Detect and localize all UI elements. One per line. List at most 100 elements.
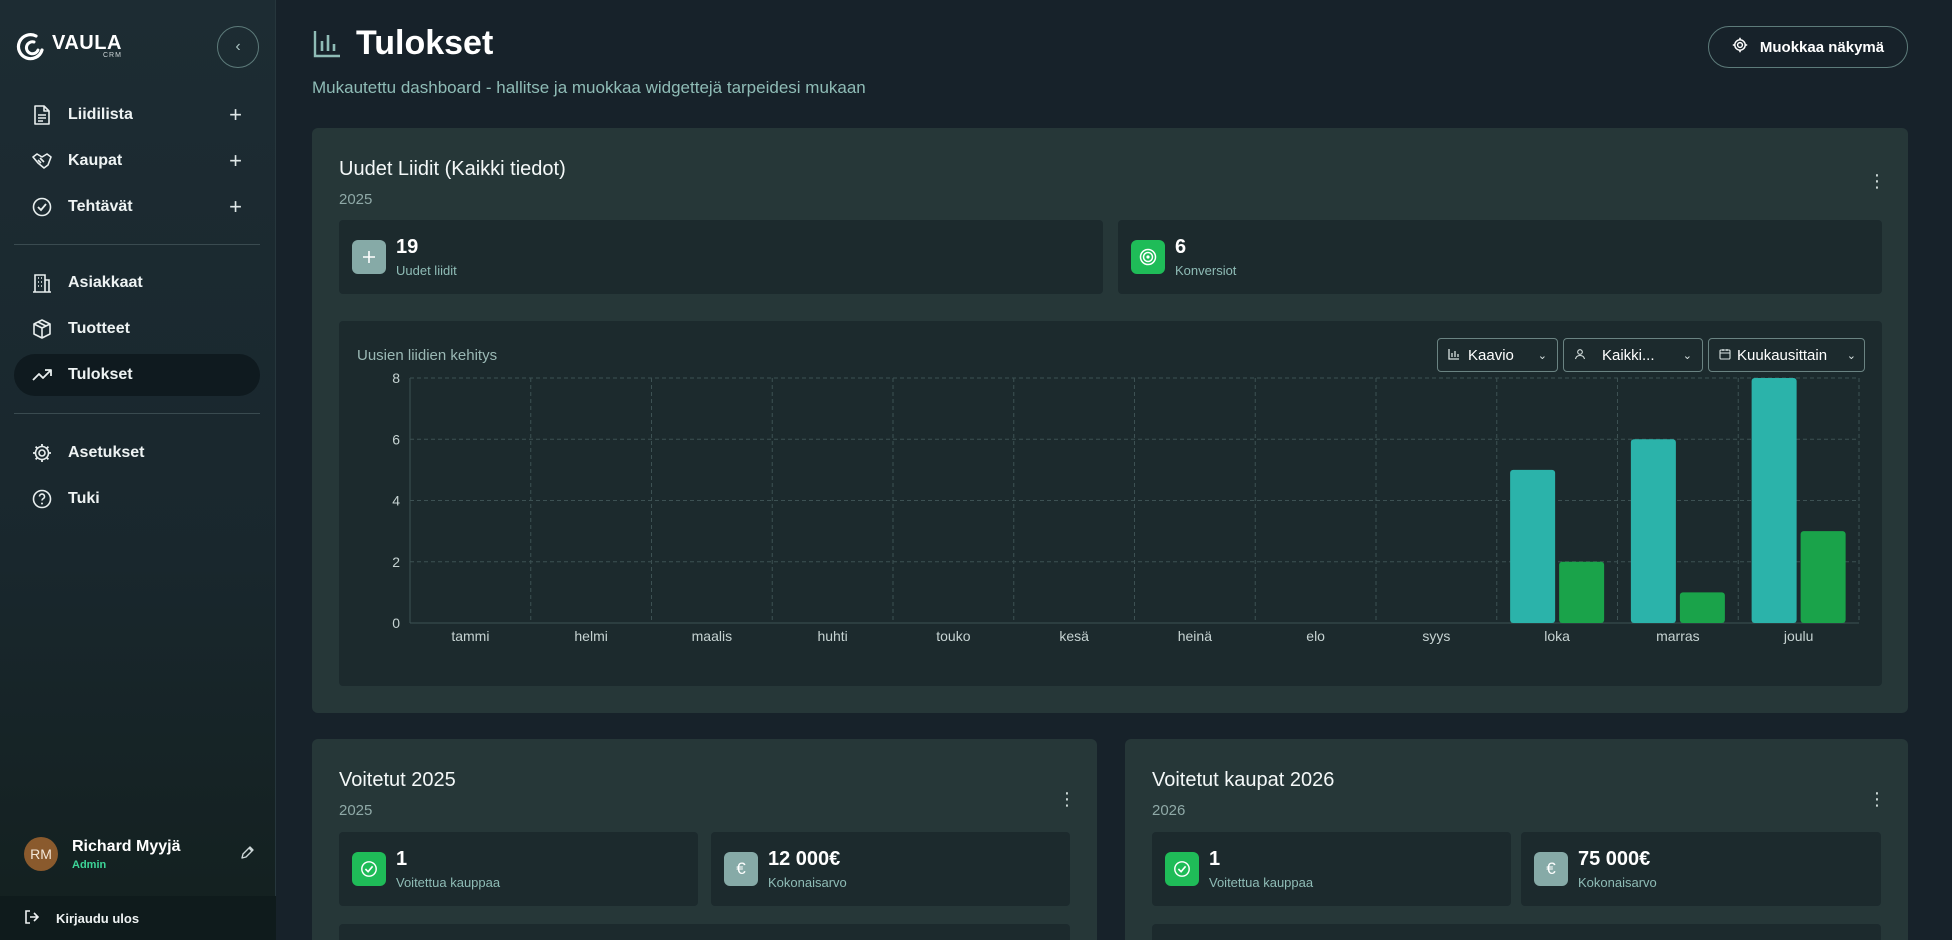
- avatar[interactable]: RM: [24, 837, 58, 871]
- bar-chart-icon: [1448, 348, 1460, 363]
- page-subtitle: Mukautettu dashboard - hallitse ja muokk…: [312, 78, 866, 97]
- add-kauppa-button[interactable]: +: [229, 148, 242, 173]
- add-tehtava-button[interactable]: +: [229, 194, 242, 219]
- euro-icon: €: [724, 852, 758, 886]
- widget-title: Voitetut kaupat 2026: [1152, 769, 1335, 791]
- target-icon: [1131, 240, 1165, 274]
- add-liidi-button[interactable]: +: [229, 102, 242, 127]
- logo-sub: CRM: [102, 51, 122, 59]
- stat-value: 6: [1175, 236, 1187, 258]
- x-tick-label: elo: [1306, 628, 1325, 644]
- plus-icon: [352, 240, 386, 274]
- x-tick-label: kesä: [1059, 628, 1089, 644]
- x-tick-label: huhti: [817, 628, 847, 644]
- sidebar-item-label: Tulokset: [68, 366, 133, 383]
- chevron-left-icon: ‹: [235, 38, 241, 55]
- sidebar-item-asetukset[interactable]: Asetukset: [14, 432, 260, 474]
- logo-icon: [16, 33, 44, 61]
- sidebar-item-label: Tehtävät: [68, 198, 133, 215]
- stat-conversions: 6 Konversiot: [1118, 220, 1882, 294]
- sidebar-item-tuki[interactable]: Tuki: [14, 478, 260, 520]
- check-circle-icon: [352, 852, 386, 886]
- collapse-sidebar-button[interactable]: ‹: [217, 26, 259, 68]
- logout-button[interactable]: Kirjaudu ulos: [0, 896, 276, 940]
- stat-label: Konversiot: [1175, 263, 1237, 278]
- sidebar-item-liidilista[interactable]: Liidilista +: [14, 94, 260, 136]
- stat-won-deals: 1 Voitettua kauppaa: [339, 832, 698, 906]
- widget-menu-button[interactable]: ⋮: [1057, 789, 1077, 809]
- leads-chart-panel: Uusien liidien kehitys Kaavio ⌄ Kaikki..…: [339, 321, 1882, 686]
- gear-icon: [1732, 37, 1748, 57]
- x-tick-label: loka: [1544, 628, 1570, 644]
- sidebar-item-asiakkaat[interactable]: Asiakkaat: [14, 262, 260, 304]
- logo[interactable]: VAULA CRM: [14, 30, 122, 62]
- stat-value: 1: [396, 848, 408, 870]
- user-profile: RM Richard Myyjä Admin: [24, 837, 254, 871]
- customize-view-button[interactable]: Muokkaa näkymä: [1708, 26, 1908, 68]
- sidebar-item-tuotteet[interactable]: Tuotteet: [14, 308, 260, 350]
- stat-won-deals: 1 Voitettua kauppaa: [1152, 832, 1511, 906]
- widget-year: 2025: [339, 802, 373, 819]
- widget-title: Uudet Liidit (Kaikki tiedot): [339, 158, 566, 180]
- chart-title: Uusien liidien kehitys: [357, 347, 498, 364]
- x-tick-label: joulu: [1783, 628, 1814, 644]
- document-icon: [32, 105, 52, 125]
- y-tick-label: 4: [392, 493, 400, 509]
- user-icon: [1574, 348, 1586, 363]
- stat-label: Voitettua kauppaa: [396, 875, 501, 890]
- stat-new-leads: 19 Uudet liidit: [339, 220, 1103, 294]
- stat-label: Uudet liidit: [396, 263, 457, 278]
- x-tick-label: tammi: [451, 628, 489, 644]
- x-tick-label: maalis: [692, 628, 732, 644]
- chevron-down-icon: ⌄: [1682, 349, 1692, 362]
- sidebar: VAULA CRM ‹ Liidilista + Kaupat + Tehtäv…: [0, 0, 276, 940]
- calendar-icon: [1719, 348, 1731, 363]
- gear-icon: [32, 443, 52, 463]
- chart-type-select[interactable]: Kaavio ⌄: [1437, 338, 1558, 372]
- y-tick-label: 6: [392, 431, 400, 447]
- widget-menu-button[interactable]: ⋮: [1867, 789, 1887, 809]
- trending-up-icon: [32, 365, 52, 385]
- pencil-icon[interactable]: [240, 845, 254, 863]
- sidebar-item-kaupat[interactable]: Kaupat +: [14, 140, 260, 182]
- user-role: Admin: [72, 858, 107, 871]
- page-title: Tulokset: [312, 24, 493, 63]
- user-name: Richard Myyjä: [72, 837, 181, 855]
- widget-year: 2025: [339, 191, 373, 208]
- widget-menu-button[interactable]: ⋮: [1867, 171, 1887, 191]
- chevron-down-icon: ⌄: [1846, 349, 1856, 362]
- stat-value: 1: [1209, 848, 1221, 870]
- sidebar-item-tulokset[interactable]: Tulokset: [14, 354, 260, 396]
- won-2026-widget: Voitetut kaupat 2026 2026 ⋮ 1 Voitettua …: [1125, 739, 1908, 940]
- divider: [14, 244, 260, 245]
- bar-series-1: [1630, 439, 1676, 623]
- box-icon: [32, 319, 52, 339]
- sidebar-item-label: Kaupat: [68, 152, 123, 169]
- sidebar-item-tehtavat[interactable]: Tehtävät +: [14, 186, 260, 228]
- handshake-icon: [32, 151, 52, 171]
- period-select[interactable]: Kuukausittain ⌄: [1708, 338, 1865, 372]
- stat-label: Voitettua kauppaa: [1209, 875, 1314, 890]
- building-icon: [32, 273, 52, 293]
- more-vertical-icon: ⋮: [1868, 171, 1886, 191]
- leads-bar-chart: 0 2 4 6 8 tammi helmi maalis huhti touko kesä heinä…: [392, 370, 1860, 644]
- page-title-text: Tulokset: [356, 24, 494, 62]
- primary-nav: Liidilista + Kaupat + Tehtävät +: [14, 94, 260, 232]
- bar-series-1: [1510, 469, 1556, 623]
- stat-label: Kokonaisarvo: [1578, 875, 1657, 890]
- check-circle-icon: [1165, 852, 1199, 886]
- check-circle-icon: [32, 197, 52, 217]
- secondary-nav: Asiakkaat Tuotteet Tulokset: [14, 262, 260, 400]
- more-vertical-icon: ⋮: [1058, 789, 1076, 809]
- bar-series-2: [1800, 531, 1846, 623]
- bar-series-2: [1559, 561, 1605, 623]
- chart-panel: [1152, 924, 1881, 940]
- stat-total-value: € 75 000€ Kokonaisarvo: [1521, 832, 1881, 906]
- stat-total-value: € 12 000€ Kokonaisarvo: [711, 832, 1070, 906]
- period-value: Kuukausittain: [1737, 346, 1828, 364]
- sidebar-item-label: Liidilista: [68, 106, 133, 123]
- bar-chart-icon: [313, 30, 340, 57]
- y-tick-label: 0: [392, 615, 400, 631]
- y-tick-label: 8: [392, 370, 400, 386]
- owner-select[interactable]: Kaikki... ⌄: [1563, 338, 1703, 372]
